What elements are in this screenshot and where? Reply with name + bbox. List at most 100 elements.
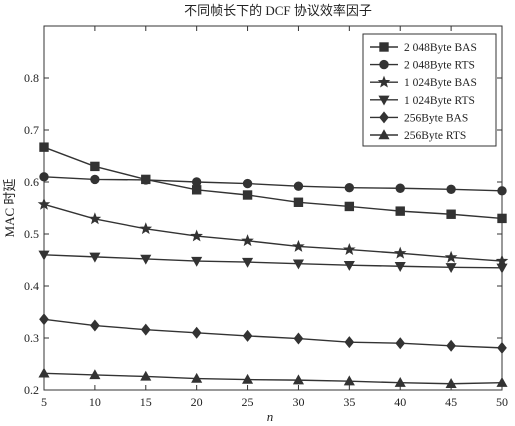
chart-title: 不同帧长下的 DCF 协议效率因子 — [184, 3, 372, 18]
series-line — [43, 372, 503, 385]
legend-marker — [378, 95, 390, 106]
legend-marker — [379, 42, 389, 52]
data-point — [446, 209, 456, 219]
x-tick-label: 40 — [394, 395, 406, 409]
x-tick-label: 25 — [242, 395, 254, 409]
legend-marker — [379, 59, 389, 70]
data-point — [395, 337, 406, 350]
data-point — [293, 197, 304, 207]
legend-box — [362, 33, 497, 147]
data-point — [496, 263, 508, 274]
data-point — [89, 369, 101, 380]
series-5 — [38, 367, 508, 388]
series-layer — [37, 142, 509, 388]
x-tick-label: 30 — [292, 395, 304, 409]
x-tick-label: 15 — [140, 395, 152, 409]
data-point — [497, 186, 507, 196]
data-point — [90, 319, 100, 332]
data-point — [343, 242, 356, 255]
data-point — [343, 261, 355, 271]
data-point — [344, 201, 355, 212]
data-point — [293, 181, 304, 191]
data-point — [191, 177, 202, 187]
data-point — [242, 257, 254, 268]
y-tick-label: 0.6 — [24, 175, 39, 189]
data-point — [191, 372, 203, 383]
x-tick-label: 10 — [89, 395, 101, 409]
series-3 — [38, 250, 508, 274]
series-1 — [39, 172, 507, 196]
data-point — [445, 263, 457, 274]
plot-frame — [43, 25, 503, 391]
data-point — [242, 329, 253, 342]
data-point — [140, 370, 152, 381]
data-point — [139, 222, 153, 235]
data-point — [446, 339, 456, 352]
series-4 — [39, 313, 507, 354]
data-point — [446, 184, 456, 194]
legend-item: 256Byte RTS — [370, 129, 466, 142]
legend-item: 1 024Byte RTS — [370, 95, 475, 107]
data-point — [88, 212, 102, 225]
data-point — [496, 376, 508, 387]
x-tick-label: 35 — [343, 395, 355, 409]
data-point — [497, 213, 507, 224]
data-point — [242, 373, 254, 384]
data-point — [445, 378, 457, 388]
y-tick-label: 0.5 — [24, 227, 39, 241]
y-tick-label: 0.7 — [24, 123, 39, 137]
x-tick-label: 45 — [445, 395, 457, 409]
data-point — [344, 183, 355, 193]
legend-item: 1 024Byte BAS — [370, 75, 477, 89]
data-point — [140, 323, 151, 336]
data-point — [393, 246, 407, 259]
series-0 — [39, 142, 507, 224]
data-point — [497, 341, 507, 354]
data-point — [444, 250, 458, 263]
y-axis-label: MAC 时延 — [2, 179, 17, 238]
legend: 2 048Byte BAS 2 048Byte RTS 1 024Byte BAS 1… — [362, 33, 497, 147]
series-line — [43, 318, 503, 349]
legend-label: 2 048Byte BAS — [404, 42, 477, 54]
x-axis-label: n — [267, 409, 274, 424]
series-line — [43, 146, 503, 220]
data-point — [394, 262, 406, 272]
legend-label: 2 048Byte RTS — [404, 60, 475, 72]
data-point — [292, 259, 304, 270]
data-point — [343, 375, 355, 386]
series-line — [43, 176, 503, 192]
legend-marker — [377, 75, 391, 88]
data-point — [90, 174, 100, 185]
legend-item: 2 048Byte RTS — [370, 60, 475, 72]
data-point — [242, 178, 253, 189]
y-tick-label: 0.2 — [24, 383, 39, 397]
data-point — [38, 367, 50, 378]
data-point — [37, 197, 51, 210]
data-point — [394, 376, 406, 387]
data-point — [39, 313, 49, 326]
legend-label: 1 024Byte BAS — [404, 77, 477, 89]
y-tick-label: 0.3 — [24, 331, 39, 345]
legend-item: 256Byte BAS — [370, 111, 468, 124]
data-point — [191, 185, 202, 195]
series-line — [43, 203, 503, 262]
x-tick-label: 50 — [496, 395, 508, 409]
x-tick-label: 20 — [191, 395, 203, 409]
data-point — [140, 254, 152, 265]
axis-ticks: 5 10 15 20 25 30 35 40 45 50 0.2 0.3 0.4 0.5 0.6 0.7 0.8 — [24, 26, 508, 409]
data-point — [39, 172, 49, 182]
data-point — [39, 142, 49, 152]
data-point — [191, 326, 202, 339]
legend-marker — [378, 129, 390, 140]
data-point — [292, 239, 305, 252]
legend-item: 2 048Byte BAS — [370, 42, 477, 54]
data-point — [38, 250, 50, 261]
series-2 — [37, 197, 509, 267]
y-tick-label: 0.8 — [24, 71, 39, 85]
data-point — [495, 254, 509, 267]
data-point — [141, 175, 151, 185]
data-point — [191, 256, 203, 267]
data-point — [292, 374, 304, 385]
series-line — [43, 254, 503, 269]
